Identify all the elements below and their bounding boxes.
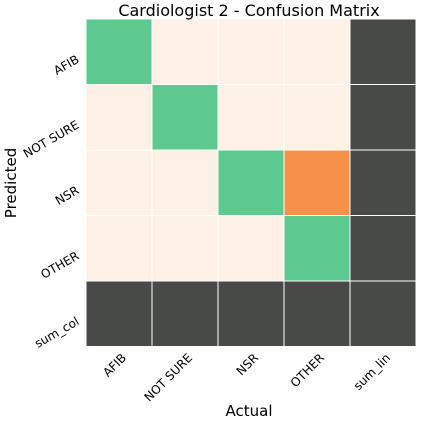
cell-background	[152, 150, 218, 215]
sum-cell-background	[350, 150, 416, 215]
cell-background	[218, 85, 284, 150]
y-tick-label: sum_col	[32, 314, 81, 351]
cell-background	[86, 85, 152, 150]
cell-background	[86, 19, 152, 84]
x-tick-label: NSR	[234, 351, 262, 379]
y-tick-label: NSR	[53, 183, 82, 208]
x-tick-label: OTHER	[288, 351, 327, 390]
cell-background	[284, 216, 350, 281]
cell-background	[86, 150, 152, 215]
x-axis-title: Actual	[226, 402, 273, 420]
x-tick-label: NOT SURE	[141, 351, 195, 405]
y-tick-label: NOT SURE	[21, 118, 82, 161]
sum-cell-background	[350, 216, 416, 281]
matrix-cells: 3911.89%00.0%00.0%30.91%51.52%00.0%41.22…	[86, 19, 416, 346]
x-tick-label: AFIB	[100, 351, 129, 380]
cell-background	[152, 19, 218, 84]
y-tick-label: AFIB	[51, 52, 81, 78]
cell-background	[152, 216, 218, 281]
cell-background	[152, 85, 218, 150]
cell-background	[218, 216, 284, 281]
cell-background	[284, 85, 350, 150]
cell-background	[284, 19, 350, 84]
cell-background	[218, 19, 284, 84]
sum-cell-background	[350, 281, 416, 346]
y-tick-label: OTHER	[38, 249, 81, 282]
cell-background	[86, 216, 152, 281]
sum-cell-background	[350, 85, 416, 150]
sum-cell-background	[152, 281, 218, 346]
chart-title: Cardiologist 2 - Confusion Matrix	[118, 1, 379, 20]
cell-background	[218, 150, 284, 215]
sum-cell-background	[218, 281, 284, 346]
x-tick-label: sum_lin	[351, 351, 393, 393]
sum-cell-background	[86, 281, 152, 346]
sum-cell-background	[350, 19, 416, 84]
y-axis-title: Predicted	[2, 148, 20, 218]
sum-cell-background	[284, 281, 350, 346]
cell-background	[284, 150, 350, 215]
